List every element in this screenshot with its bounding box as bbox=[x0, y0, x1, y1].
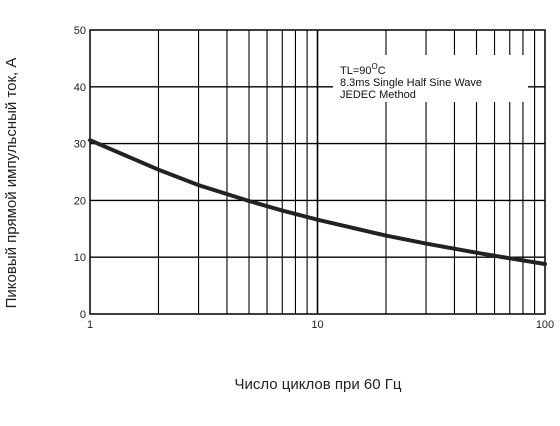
annotation-line-1: TL=90OC bbox=[340, 62, 386, 77]
x-tick-label: 100 bbox=[536, 319, 554, 331]
x-tick-labels: 1 10 100 bbox=[87, 319, 554, 331]
x-axis-label: Число циклов при 60 Гц bbox=[235, 376, 402, 393]
y-tick-label: 40 bbox=[74, 82, 86, 94]
annotation-line-2: 8.3ms Single Half Sine Wave bbox=[340, 77, 482, 89]
y-tick-label: 10 bbox=[74, 252, 86, 264]
annotation-line-3: JEDEC Method bbox=[340, 89, 416, 101]
y-tick-label: 0 bbox=[80, 309, 86, 321]
y-tick-labels: 0 10 20 30 40 50 bbox=[74, 25, 86, 321]
y-axis-label: Пиковый прямой импульсный ток, А bbox=[3, 58, 20, 309]
y-tick-label: 20 bbox=[74, 195, 86, 207]
x-tick-label: 10 bbox=[311, 319, 323, 331]
x-tick-label: 1 bbox=[87, 319, 93, 331]
y-tick-label: 50 bbox=[74, 25, 86, 37]
y-tick-label: 30 bbox=[74, 139, 86, 151]
